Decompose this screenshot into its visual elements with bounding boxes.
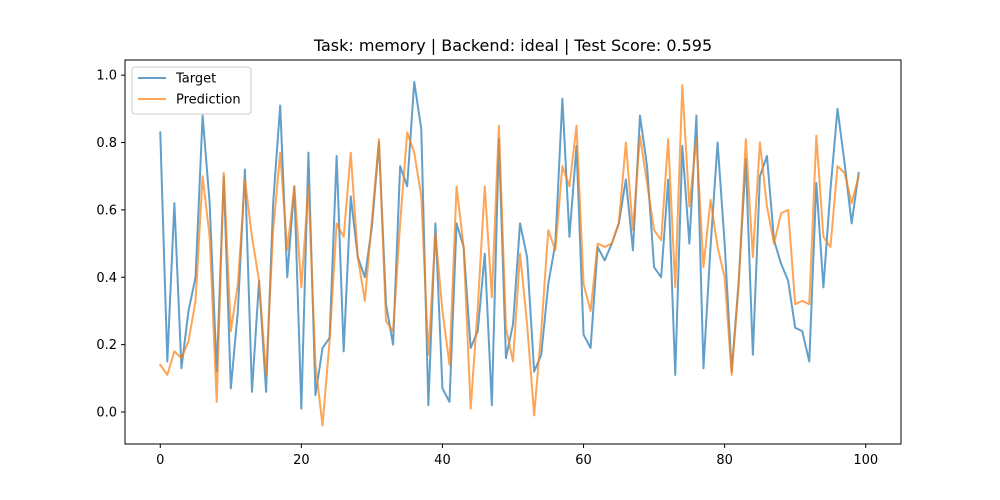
x-tick-label: 100 [853, 453, 878, 468]
legend-label-target: Target [175, 72, 216, 87]
plot-area [158, 80, 860, 427]
x-tick-label: 20 [293, 453, 310, 468]
axes: 0 20 40 60 80 100 0.0 0.2 0.4 0.6 0.8 1.0 [96, 69, 878, 468]
x-tick-label: 0 [156, 453, 164, 468]
y-tick-label: 1.0 [96, 69, 117, 84]
x-tick-label: 60 [575, 453, 592, 468]
y-tick-label: 0.4 [96, 271, 117, 286]
chart-title: Task: memory | Backend: ideal | Test Sco… [313, 36, 712, 55]
y-tick-label: 0.2 [96, 338, 117, 353]
series-line-prediction [158, 84, 860, 427]
x-tick-label: 80 [716, 453, 733, 468]
legend-label-prediction: Prediction [176, 93, 241, 108]
y-tick-label: 0.0 [96, 406, 117, 421]
y-tick-label: 0.8 [96, 136, 117, 151]
x-tick-label: 40 [434, 453, 451, 468]
plot-frame [124, 59, 902, 445]
y-tick-label: 0.6 [96, 203, 117, 218]
legend: Target Prediction [131, 66, 252, 115]
